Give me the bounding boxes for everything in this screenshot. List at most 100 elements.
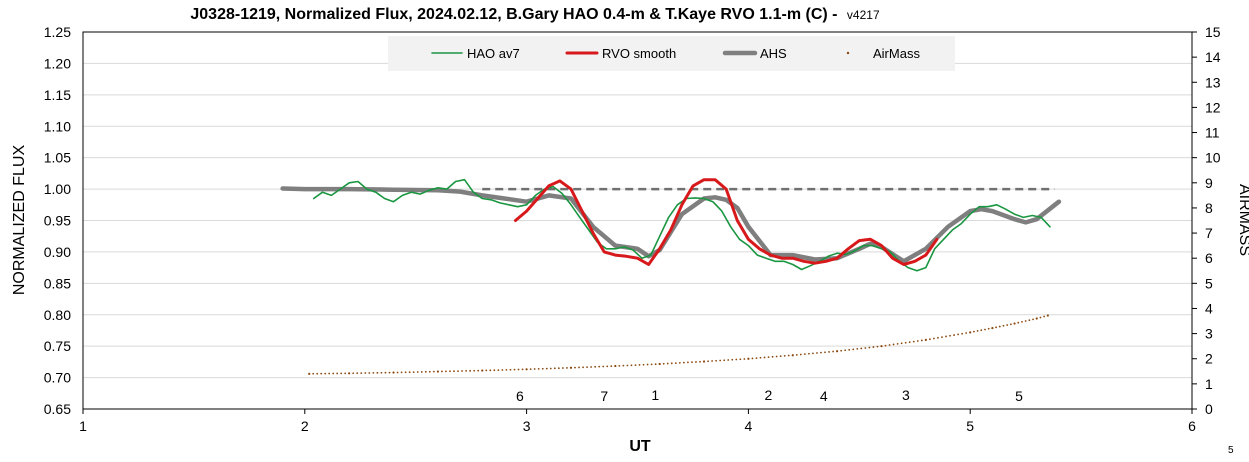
airmass-point: [449, 370, 451, 373]
airmass-point: [606, 365, 609, 368]
airmass-point: [904, 341, 907, 344]
y-tick-label: 0.95: [44, 213, 71, 229]
annotation-label: 3: [902, 387, 910, 403]
airmass-point: [666, 362, 669, 365]
airmass-point: [872, 346, 875, 348]
airmass-point: [844, 349, 847, 352]
y2-tick-label: 13: [1205, 74, 1221, 90]
airmass-point: [356, 372, 359, 375]
y-tick-label: 1.15: [44, 87, 71, 103]
airmass-data-point: [836, 350, 839, 353]
airmass-point: [533, 368, 536, 370]
airmass-point: [404, 371, 407, 374]
y2-tick-label: 11: [1205, 125, 1220, 141]
airmass-point: [553, 367, 556, 370]
airmass-data-point: [924, 338, 927, 341]
airmass-point: [432, 370, 435, 373]
grid-layer: [82, 31, 1197, 414]
airmass-point: [691, 361, 693, 364]
legend-label-airmass: AirMass: [873, 46, 920, 61]
airmass-point: [1024, 320, 1027, 322]
airmass-point: [731, 358, 734, 361]
airmass-point: [908, 341, 911, 344]
airmass-point: [574, 366, 576, 369]
airmass-point: [400, 371, 403, 374]
airmass-point: [711, 360, 714, 362]
airmass-point: [654, 363, 657, 366]
airmass-point: [497, 369, 500, 371]
airmass-point: [561, 367, 564, 369]
series-hao-av7-line: [312, 178, 1051, 272]
y-tick-label: 0.90: [44, 244, 71, 260]
annotation-label: 4: [820, 388, 828, 404]
airmass-data-point: [791, 354, 794, 357]
y-tick-label: 1.05: [44, 150, 71, 166]
y-tick-label: 0.85: [44, 275, 71, 291]
airmass-point: [324, 372, 327, 375]
y2-tick-label: 8: [1205, 200, 1213, 216]
airmass-point: [1017, 321, 1020, 324]
annotation-layer: 6 7 1 2 4 3 5: [516, 387, 1023, 404]
airmass-point: [715, 359, 718, 362]
airmass-point: [364, 372, 367, 374]
airmass-point: [828, 351, 830, 353]
airmass-point: [340, 372, 343, 375]
airmass-point: [751, 357, 754, 360]
airmass-point: [984, 328, 986, 331]
airmass-point: [1043, 315, 1046, 318]
y2-tick-label: 5: [1205, 275, 1213, 291]
annotation-label: 6: [516, 388, 524, 404]
airmass-point: [995, 326, 997, 329]
airmass-data-point: [348, 372, 351, 375]
airmass-point: [852, 348, 855, 351]
airmass-point: [328, 372, 331, 375]
airmass-point: [920, 339, 923, 342]
airmass-point: [848, 348, 851, 351]
airmass-point: [598, 365, 601, 368]
airmass-point: [832, 350, 834, 353]
legend-label-hao-av7: HAO av7: [467, 46, 520, 61]
airmass-data-point: [991, 326, 994, 330]
airmass-point: [670, 362, 673, 365]
airmass-point: [868, 346, 871, 349]
airmass-point: [707, 360, 709, 363]
airmass-point: [578, 366, 580, 369]
airmass-point: [416, 371, 419, 373]
airmass-layer: [308, 314, 1049, 375]
airmass-point: [320, 372, 323, 375]
annotation-label: 2: [764, 387, 772, 403]
airmass-data-point: [747, 357, 750, 360]
y2-tick-label: 3: [1205, 326, 1213, 342]
airmass-point: [840, 349, 843, 352]
airmass-point: [489, 369, 492, 372]
airmass-point: [582, 366, 584, 369]
y2-tick-label: 4: [1205, 300, 1213, 316]
airmass-data-point: [436, 370, 439, 373]
legend-label-ahs: AHS: [760, 46, 787, 61]
y-tick-label: 1.25: [44, 24, 71, 40]
airmass-point: [1002, 324, 1005, 327]
airmass-point: [856, 348, 859, 350]
airmass-point: [864, 347, 867, 349]
annotation-label: 7: [600, 388, 608, 404]
airmass-point: [674, 362, 677, 364]
airmass-point: [896, 342, 899, 345]
legend-swatch-airmass: [846, 51, 850, 55]
y-axis-title: NORMALIZED FLUX: [11, 145, 28, 296]
x-tick-label: 4: [745, 418, 753, 434]
airmass-point: [465, 370, 468, 372]
airmass-data-point: [392, 371, 395, 374]
airmass-point: [493, 369, 496, 372]
y2-tick-label: 9: [1205, 175, 1213, 191]
airmass-point: [557, 367, 560, 370]
airmass-point: [626, 364, 629, 367]
airmass-point: [1009, 323, 1012, 326]
airmass-point: [888, 344, 891, 346]
airmass-point: [360, 372, 363, 375]
y-tick-label: 1.00: [44, 181, 71, 197]
airmass-data-point: [880, 345, 883, 348]
airmass-point: [937, 336, 939, 339]
airmass-point: [630, 364, 633, 367]
x-tick-labels: 1 2 3 4 5 6: [79, 418, 1196, 434]
